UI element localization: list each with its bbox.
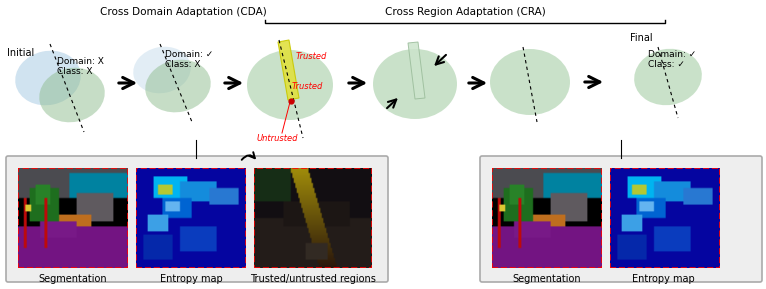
Text: Class: X: Class: X bbox=[57, 67, 93, 76]
Text: Domain: ✓: Domain: ✓ bbox=[165, 50, 213, 59]
Ellipse shape bbox=[146, 60, 211, 112]
Polygon shape bbox=[278, 40, 299, 100]
Text: Trusted/untrusted regions: Trusted/untrusted regions bbox=[250, 274, 376, 284]
Text: Trusted: Trusted bbox=[292, 82, 323, 91]
Ellipse shape bbox=[634, 49, 702, 105]
Polygon shape bbox=[408, 42, 425, 99]
Ellipse shape bbox=[490, 49, 570, 115]
FancyBboxPatch shape bbox=[480, 156, 762, 282]
Text: Domain: X: Domain: X bbox=[57, 57, 104, 66]
Text: Entropy map: Entropy map bbox=[159, 274, 222, 284]
Ellipse shape bbox=[15, 51, 80, 105]
Text: Trusted: Trusted bbox=[296, 52, 327, 61]
Text: Cross Region Adaptation (CRA): Cross Region Adaptation (CRA) bbox=[385, 7, 545, 17]
Bar bbox=[492, 168, 602, 268]
Text: Initial: Initial bbox=[7, 48, 34, 58]
Bar bbox=[254, 168, 372, 268]
Text: Entropy map: Entropy map bbox=[632, 274, 694, 284]
Text: Segmentation: Segmentation bbox=[512, 274, 581, 284]
Text: Untrusted: Untrusted bbox=[257, 134, 298, 143]
Text: Class: ✓: Class: ✓ bbox=[648, 60, 685, 69]
Bar bbox=[610, 168, 720, 268]
Ellipse shape bbox=[247, 50, 333, 120]
Text: Segmentation: Segmentation bbox=[39, 274, 107, 284]
Text: Domain: ✓: Domain: ✓ bbox=[648, 50, 696, 59]
Bar bbox=[136, 168, 246, 268]
FancyBboxPatch shape bbox=[6, 156, 388, 282]
Bar bbox=[18, 168, 128, 268]
Ellipse shape bbox=[39, 68, 105, 122]
Text: Cross Domain Adaptation (CDA): Cross Domain Adaptation (CDA) bbox=[100, 7, 267, 17]
Ellipse shape bbox=[133, 47, 191, 93]
Ellipse shape bbox=[373, 49, 457, 119]
Text: Final: Final bbox=[630, 33, 653, 43]
Text: Class: X: Class: X bbox=[165, 60, 201, 69]
